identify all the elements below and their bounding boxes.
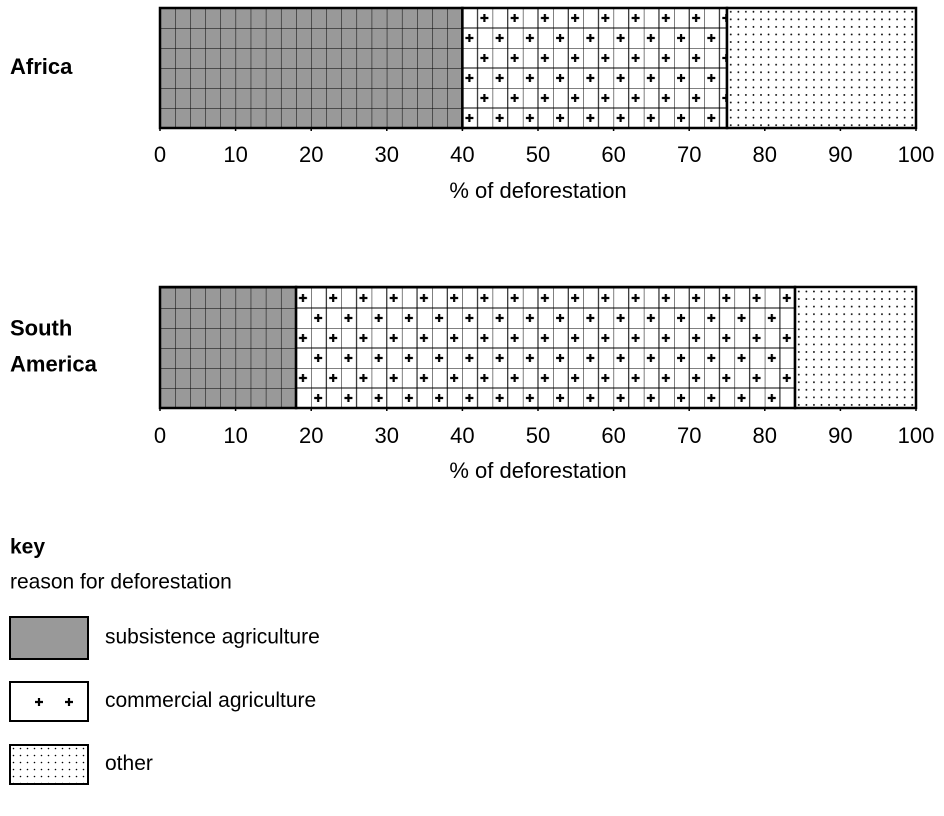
x-axis-label: % of deforestation: [449, 458, 626, 483]
x-tick-label: 90: [828, 423, 852, 448]
category-label: South America: [10, 315, 98, 376]
legend-label: other: [105, 752, 153, 775]
x-tick-label: 0: [154, 423, 166, 448]
x-tick-label: 30: [375, 142, 399, 167]
legend-subtitle: reason for deforestation: [10, 571, 232, 594]
x-tick-label: 10: [223, 142, 247, 167]
x-tick-label: 70: [677, 423, 701, 448]
x-tick-label: 50: [526, 142, 550, 167]
x-axis-label: % of deforestation: [449, 178, 626, 203]
x-tick-label: 0: [154, 142, 166, 167]
legend-swatch: [9, 681, 89, 722]
bar-segment: [793, 285, 918, 410]
category-label: Africa: [10, 54, 73, 79]
bar-segment: [725, 6, 918, 130]
x-tick-label: 40: [450, 142, 474, 167]
legend-swatch: [9, 616, 89, 660]
x-tick-label: 20: [299, 423, 323, 448]
x-tick-label: 60: [601, 423, 625, 448]
bar-segment: [294, 285, 797, 410]
bar-segment: [158, 6, 464, 130]
x-tick-label: 80: [753, 142, 777, 167]
x-tick-label: 70: [677, 142, 701, 167]
x-tick-label: 10: [223, 423, 247, 448]
bar-segment: [461, 6, 729, 130]
legend-label: subsistence agriculture: [105, 626, 320, 649]
legend-swatch: [9, 744, 89, 785]
legend-title: key: [10, 536, 45, 559]
x-tick-label: 100: [898, 142, 935, 167]
bar-segment: [158, 285, 298, 410]
x-tick-label: 30: [375, 423, 399, 448]
x-tick-label: 90: [828, 142, 852, 167]
legend-label: commercial agriculture: [105, 689, 316, 712]
x-tick-label: 60: [601, 142, 625, 167]
x-tick-label: 50: [526, 423, 550, 448]
x-tick-label: 20: [299, 142, 323, 167]
x-tick-label: 100: [898, 423, 935, 448]
x-tick-label: 40: [450, 423, 474, 448]
x-tick-label: 80: [753, 423, 777, 448]
